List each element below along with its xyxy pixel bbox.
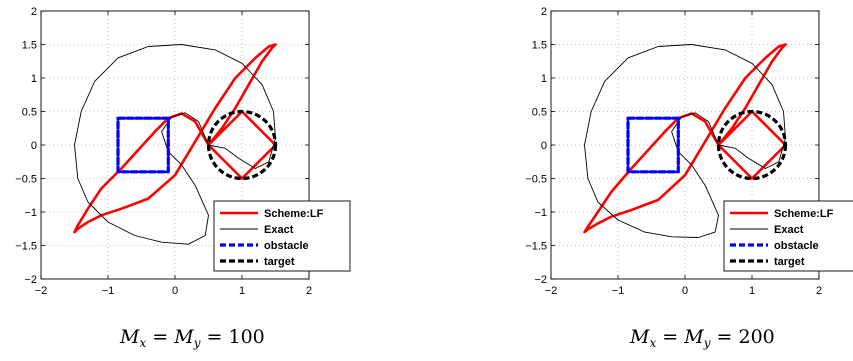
x-tick-label: −1 bbox=[102, 285, 115, 297]
plot-0: −2 −1 0 1 2 −2 −1.5 −1 −0.5 0 0.5 1 1.5 2 Scheme:LF Exa… bbox=[15, 6, 351, 297]
legend-label: Scheme:LF bbox=[774, 208, 834, 220]
series-group bbox=[73, 43, 278, 245]
y-tick-label: 1 bbox=[541, 73, 547, 85]
x-tick-label: 0 bbox=[682, 285, 688, 297]
series-obstacle bbox=[116, 116, 170, 174]
legend-label: target bbox=[774, 256, 805, 268]
legend-label: Exact bbox=[264, 224, 294, 236]
y-tick-label: 0.5 bbox=[532, 107, 547, 119]
y-tick-label: 1.5 bbox=[532, 40, 547, 52]
series-group bbox=[583, 43, 788, 238]
y-tick-label: 0 bbox=[31, 140, 37, 152]
legend-label: Scheme:LF bbox=[264, 208, 324, 220]
y-tick-label: 2 bbox=[541, 6, 547, 18]
y-tick-label: 0 bbox=[541, 140, 547, 152]
caption-left: Mx = My = 100 bbox=[120, 326, 265, 350]
plot-frame bbox=[550, 10, 820, 280]
series-obstacle bbox=[626, 116, 680, 174]
y-tick-label: −1 bbox=[24, 207, 37, 219]
y-tick-label: 1 bbox=[31, 73, 37, 85]
caption-right: Mx = My = 200 bbox=[630, 326, 775, 350]
x-tick-label: 0 bbox=[172, 285, 178, 297]
x-tick-label: −2 bbox=[545, 285, 558, 297]
y-tick-label: −2 bbox=[534, 274, 547, 286]
x-tick-label: −1 bbox=[612, 285, 625, 297]
legend: Scheme:LF Exact obstacle target bbox=[723, 200, 853, 272]
x-tick-label: 2 bbox=[306, 285, 312, 297]
series-target bbox=[716, 109, 788, 181]
plot-frame bbox=[40, 10, 310, 280]
y-tick-label: 1.5 bbox=[22, 40, 37, 52]
legend-label: obstacle bbox=[264, 240, 309, 252]
y-tick-label: −1.5 bbox=[15, 241, 37, 253]
y-tick-label: 2 bbox=[31, 6, 37, 18]
x-tick-label: 1 bbox=[749, 285, 755, 297]
x-tick-label: 2 bbox=[816, 285, 822, 297]
series-scheme-lf bbox=[583, 43, 787, 234]
y-tick-label: −1 bbox=[534, 207, 547, 219]
legend-label: Exact bbox=[774, 224, 804, 236]
y-tick-label: −0.5 bbox=[525, 174, 547, 186]
legend-label: obstacle bbox=[774, 240, 819, 252]
legend: Scheme:LF Exact obstacle target bbox=[213, 200, 351, 272]
legend-label: target bbox=[264, 256, 295, 268]
y-tick-label: 0.5 bbox=[22, 107, 37, 119]
series-scheme-lf bbox=[73, 43, 277, 234]
x-tick-label: 1 bbox=[239, 285, 245, 297]
y-tick-label: −2 bbox=[24, 274, 37, 286]
y-tick-label: −0.5 bbox=[15, 174, 37, 186]
series-target bbox=[206, 109, 278, 181]
plot-1: −2 −1 0 1 2 −2 −1.5 −1 −0.5 0 0.5 1 1.5 2 Scheme:LF Exa… bbox=[525, 6, 853, 297]
x-tick-label: −2 bbox=[35, 285, 48, 297]
y-tick-label: −1.5 bbox=[525, 241, 547, 253]
